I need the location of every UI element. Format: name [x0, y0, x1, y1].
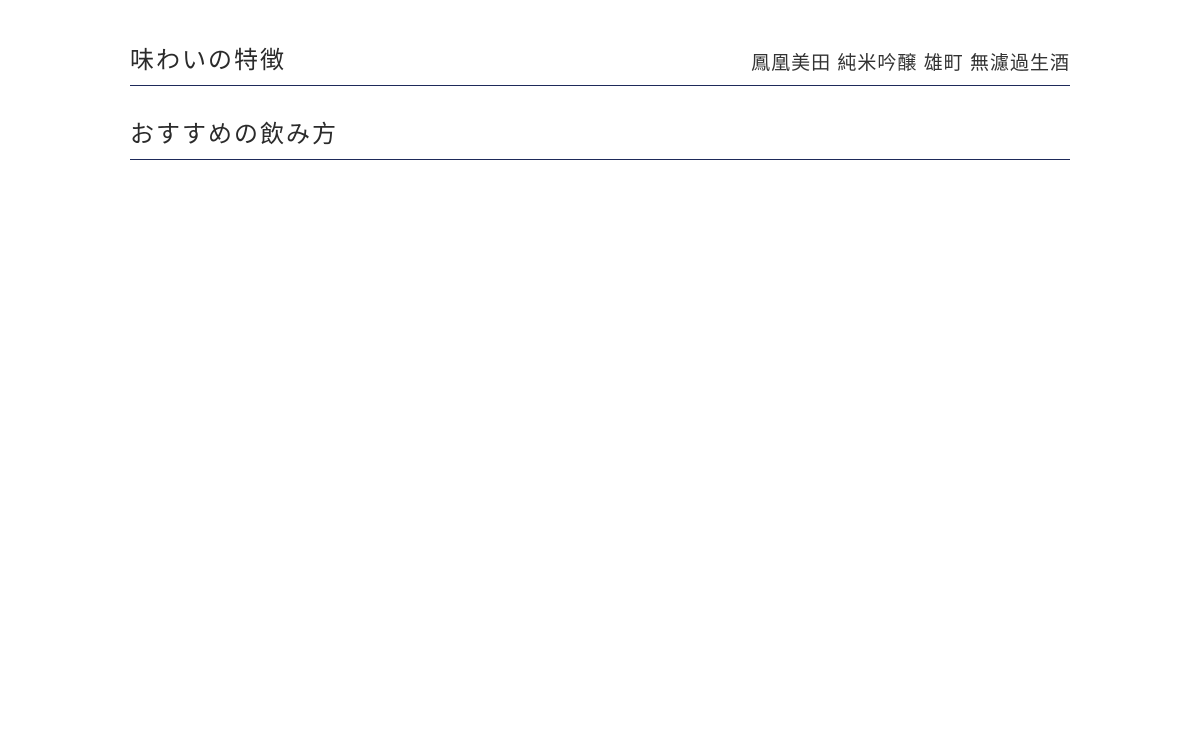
product-name: 鳳凰美田 純米吟醸 雄町 無濾過生酒 [751, 48, 1070, 75]
taste-section-header: 味わいの特徴 鳳凰美田 純米吟醸 雄町 無濾過生酒 [130, 40, 1070, 86]
serving-section-title: おすすめの飲み方 [130, 114, 1070, 160]
taste-section-title: 味わいの特徴 [130, 40, 286, 75]
